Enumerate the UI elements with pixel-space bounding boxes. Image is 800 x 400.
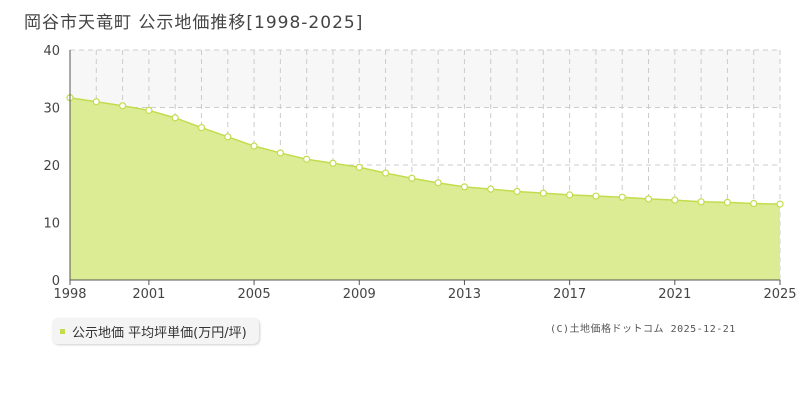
data-point: [539, 189, 547, 197]
series-line: [69, 96, 781, 205]
data-point: [381, 169, 390, 177]
data-point: [329, 159, 337, 167]
legend: 公示地価 平均坪単価(万円/坪): [52, 318, 259, 344]
data-point: [671, 196, 679, 204]
data-point: [276, 149, 284, 157]
data-point: [408, 174, 416, 182]
series-area: [70, 97, 780, 280]
x-tick-label: 1998: [53, 287, 86, 302]
y-tick-label: 0: [52, 274, 60, 289]
data-point: [644, 195, 653, 203]
data-point: [118, 102, 127, 110]
data-point: [697, 198, 705, 206]
legend-label: 公示地価 平均坪単価(万円/坪): [72, 325, 247, 341]
x-tick-label: 2009: [343, 287, 376, 302]
copyright-credit: (C)土地価格ドットコム 2025-12-21: [550, 324, 736, 335]
data-point: [592, 192, 600, 200]
data-point: [513, 187, 521, 196]
data-point: [460, 183, 469, 191]
data-point: [250, 142, 258, 150]
y-tick-label: 40: [43, 44, 60, 59]
data-point: [171, 114, 179, 122]
data-point: [776, 200, 784, 208]
data-point: [618, 193, 626, 201]
x-tick-label: 2025: [763, 287, 796, 302]
chart-title: 岡谷市天竜町 公示地価推移[1998-2025]: [24, 13, 364, 33]
data-point: [145, 106, 153, 114]
y-tick-label: 10: [43, 217, 60, 232]
data-point: [92, 98, 100, 106]
data-point: [434, 179, 442, 187]
data-point: [303, 155, 311, 163]
x-tick-label: 2013: [448, 287, 481, 302]
plot-band: [70, 50, 780, 108]
legend-swatch: [60, 328, 65, 334]
x-tick-label: 2017: [553, 287, 586, 302]
x-tick-label: 2021: [658, 287, 691, 302]
data-point: [487, 185, 495, 193]
data-point: [750, 199, 758, 208]
data-point: [355, 163, 363, 171]
y-tick-label: 30: [43, 102, 60, 117]
data-point: [224, 133, 232, 141]
data-point: [723, 198, 732, 206]
data-point: [197, 124, 206, 132]
x-tick-label: 2005: [238, 287, 271, 302]
data-point: [566, 191, 574, 199]
y-tick-label: 20: [43, 159, 60, 174]
x-tick-label: 2001: [132, 287, 165, 302]
